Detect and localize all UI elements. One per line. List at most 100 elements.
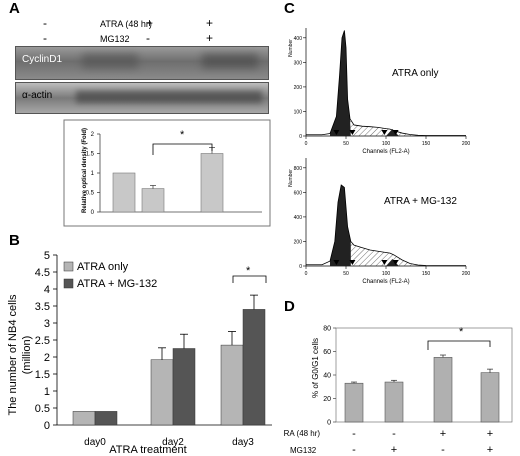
sign: + <box>206 16 213 30</box>
y-axis-label: Number <box>288 39 294 57</box>
gate-marker <box>392 130 399 135</box>
panel-b-axis: 0 0.5 1 1.5 2 2.5 3 3.5 4 4.5 5 day0 day2 day3 <box>35 250 272 448</box>
x-tick-label: day2 <box>162 437 184 448</box>
y-tick-label: 1 <box>44 386 50 398</box>
histogram-label-atra-only: ATRA only <box>392 68 439 79</box>
chart-frame <box>63 119 271 227</box>
significance-bracket <box>152 143 213 155</box>
x-tick-label: 150 <box>422 141 431 147</box>
panel-d-chart: % of G0/G1 cells 0 20 40 60 80 * ATRA (48 hr… <box>284 326 513 456</box>
sign: + <box>487 444 493 456</box>
x-tick-label: day3 <box>232 437 254 448</box>
sign: + <box>146 16 153 30</box>
panel-b-legend: ATRA only ATRA + MG-132 <box>63 261 157 290</box>
gate-marker <box>392 260 399 265</box>
panel-a-bars <box>112 147 224 213</box>
bar <box>242 309 266 426</box>
y-tick-label: 5 <box>44 250 50 262</box>
sign: - <box>441 444 445 456</box>
y-tick-label: 800 <box>294 166 303 172</box>
y-tick-label: 20 <box>323 396 331 403</box>
panel-b-xlabel: ATRA treatment <box>109 444 186 456</box>
x-tick-label: 200 <box>462 141 471 147</box>
x-tick-label: 100 <box>382 271 391 277</box>
legend-label: ATRA only <box>77 261 129 273</box>
y-tick-label: 1.5 <box>35 369 50 381</box>
legend-swatch <box>63 261 74 272</box>
treatment-label-atra: ATRA (48 hr) <box>100 19 152 29</box>
blot-label-cyclind1: CyclinD1 <box>22 54 63 65</box>
significance-bracket <box>232 275 267 283</box>
blot-band <box>82 54 138 68</box>
x-tick-label: 50 <box>343 141 349 147</box>
panel-a-chart: Relative optical density (Fold) 0 0.5 1 1.5… <box>63 119 271 227</box>
blot-label-actin: α-actin <box>22 90 53 101</box>
gate-marker <box>333 260 340 265</box>
bar <box>172 348 196 426</box>
panel-letter-b: B <box>9 232 20 249</box>
gate-marker <box>349 130 356 135</box>
gate-marker <box>349 260 356 265</box>
histogram-curve <box>306 184 466 267</box>
s-phase-area <box>347 226 418 266</box>
histogram-label-atra-mg132: ATRA + MG-132 <box>384 196 457 207</box>
y-tick-label: 400 <box>294 36 303 42</box>
x-tick-label: day0 <box>84 437 106 448</box>
y-tick-label: 3 <box>44 318 50 330</box>
y-tick-label: 100 <box>294 109 303 115</box>
y-tick-label: 200 <box>294 239 303 245</box>
gate-marker <box>333 130 340 135</box>
y-tick-label: 0 <box>91 210 95 216</box>
panel-letter-c: C <box>284 0 295 17</box>
panel-a-header: ATRA (48 hr) MG132 - + + - - + <box>43 16 213 45</box>
treatment-label-mg132: MG132 <box>100 34 130 44</box>
x-tick-label: 100 <box>382 141 391 147</box>
y-tick-label: 0 <box>299 134 302 140</box>
treatment-label-atra: ATRA (48 hr) <box>284 429 320 438</box>
blot-band <box>202 54 258 68</box>
histogram-curve <box>306 30 466 136</box>
y-tick-label: 0.5 <box>86 191 95 197</box>
histogram-atra-only: 0 50 100 150 200 0 100 200 300 400 Channels (FL2-A… <box>288 28 470 155</box>
cyclind1-blot <box>15 46 269 80</box>
sign: + <box>391 444 397 456</box>
y-tick-label: 2 <box>44 352 50 364</box>
actin-blot <box>15 82 269 114</box>
y-tick-label: 80 <box>323 326 331 333</box>
bar <box>141 188 165 213</box>
significance-bracket <box>427 340 491 350</box>
panel-letter-a: A <box>9 0 20 17</box>
panel-b-ylabel-2: (million) <box>21 336 33 375</box>
y-tick-label: 2.5 <box>35 335 50 347</box>
y-tick-label: 400 <box>294 215 303 221</box>
y-tick-label: 1.5 <box>86 152 95 158</box>
sign: - <box>352 444 356 456</box>
sign: - <box>392 428 396 440</box>
y-tick-label: 300 <box>294 60 303 66</box>
bar <box>344 382 364 423</box>
gate-marker <box>381 130 388 135</box>
panel-b-ylabel-1: The number of NB4 cells <box>7 294 19 416</box>
sign: + <box>487 428 493 440</box>
gate-marker <box>381 260 388 265</box>
x-tick-label: 50 <box>343 271 349 277</box>
sign: - <box>43 31 47 45</box>
sign: - <box>43 16 47 30</box>
y-tick-label: 4.5 <box>35 267 50 279</box>
g0g1-peak <box>330 30 351 136</box>
panel-b-bars <box>72 294 266 426</box>
y-tick-label: 0 <box>299 264 302 270</box>
bar <box>480 372 500 423</box>
y-tick-label: 600 <box>294 190 303 196</box>
y-tick-label: 40 <box>323 373 331 380</box>
significance-star: * <box>246 265 251 277</box>
panel-d-ylabel: % of G0/G1 cells <box>311 338 320 398</box>
bar <box>112 172 136 213</box>
bar <box>433 357 453 423</box>
panel-letter-d: D <box>284 298 295 315</box>
y-axis-label: Number <box>288 169 294 187</box>
x-tick-label: 0 <box>305 271 308 277</box>
y-tick-label: 200 <box>294 85 303 91</box>
sign: - <box>146 31 150 45</box>
histogram-atra-mg132: 0 50 100 150 200 0 200 400 600 800 Channels (FL2-A… <box>288 158 470 285</box>
